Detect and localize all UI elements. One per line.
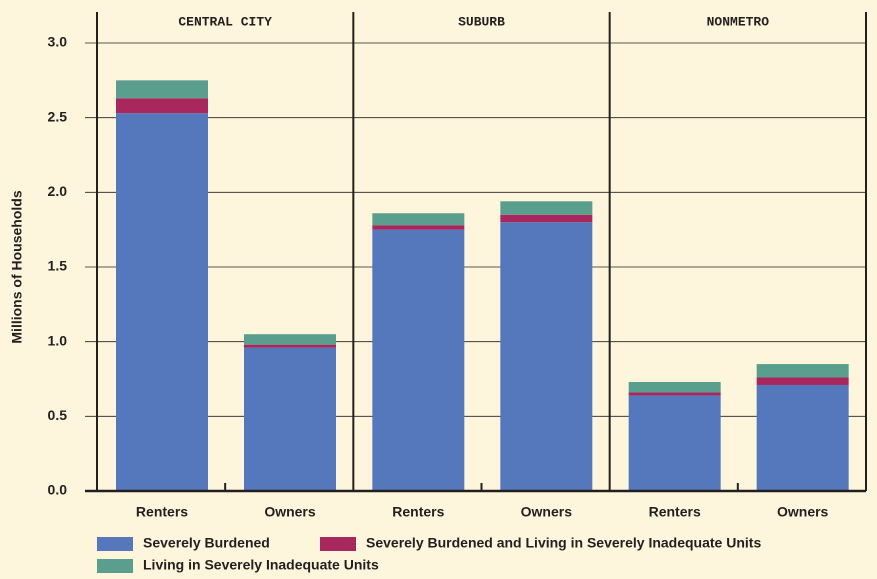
bar-segment: [244, 347, 336, 491]
bar-segment: [756, 364, 849, 378]
bar-segment: [628, 381, 721, 393]
y-tick-label: 2.5: [48, 108, 68, 124]
y-tick-label: 0.5: [48, 407, 68, 423]
bar-segment: [244, 334, 336, 345]
bar-segment: [372, 225, 465, 230]
y-tick-label: 3.0: [48, 34, 68, 50]
group-label: CENTRAL CITY: [178, 14, 272, 29]
bar-segment: [500, 201, 593, 215]
bar-segment: [500, 214, 593, 223]
legend-label: Severely Burdened and Living in Severely…: [366, 535, 761, 551]
legend-label: Severely Burdened: [143, 535, 270, 551]
bar-segment: [116, 80, 208, 99]
x-tick-label: Renters: [649, 504, 701, 520]
bar-segment: [372, 229, 465, 491]
y-tick-label: 2.0: [48, 183, 68, 199]
bar-segment: [756, 377, 849, 385]
group-label: SUBURB: [458, 14, 505, 29]
bar-segment: [628, 395, 721, 491]
y-axis-label: Millions of Households: [9, 190, 25, 343]
bar-segment: [628, 392, 721, 396]
legend-swatch: [320, 537, 356, 551]
x-tick-label: Renters: [392, 504, 444, 520]
legend-swatch: [97, 559, 133, 573]
x-tick-label: Owners: [521, 504, 573, 520]
y-tick-label: 0.0: [48, 482, 68, 498]
group-label: NONMETRO: [707, 14, 770, 29]
legend-label: Living in Severely Inadequate Units: [143, 557, 379, 573]
bar-segment: [372, 213, 465, 226]
x-tick-label: Owners: [264, 504, 316, 520]
x-tick-label: Owners: [777, 504, 829, 520]
bar-segment: [756, 384, 849, 491]
y-tick-label: 1.5: [48, 258, 68, 274]
y-tick-label: 1.0: [48, 332, 68, 348]
bar-segment: [116, 98, 208, 114]
bar-segment: [244, 344, 336, 348]
legend-swatch: [97, 537, 133, 551]
bar-segment: [116, 113, 208, 491]
x-tick-label: Renters: [136, 504, 188, 520]
bar-segment: [500, 222, 593, 491]
